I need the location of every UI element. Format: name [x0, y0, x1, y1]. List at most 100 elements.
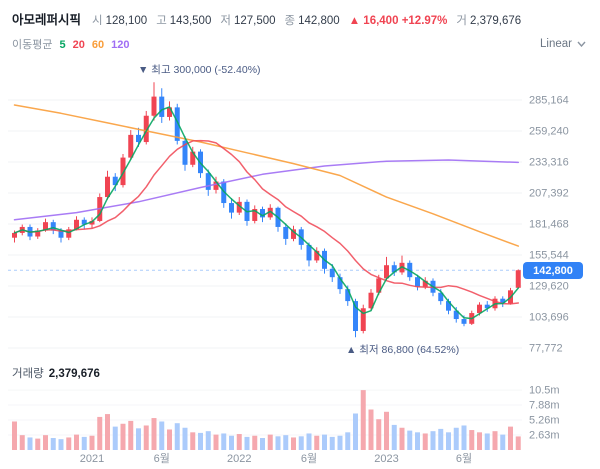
- volume-bar: [337, 435, 343, 450]
- candle-body: [477, 304, 482, 314]
- volume-bar: [306, 433, 312, 450]
- volume-bar: [275, 436, 281, 450]
- candle-body: [260, 209, 265, 218]
- volume-bar: [314, 435, 320, 450]
- price-axis-label: 129,620: [529, 281, 569, 293]
- candle-body: [74, 219, 79, 230]
- volume-bar: [151, 418, 157, 450]
- volume-bar: [461, 425, 467, 450]
- scale-selector-dropdown[interactable]: Linear: [540, 38, 586, 50]
- volume-bar: [345, 432, 351, 450]
- candle-body: [415, 277, 420, 287]
- volume-bar: [205, 431, 211, 450]
- volume-bar: [236, 434, 242, 450]
- ma-legend-label: 이동평균: [12, 39, 53, 51]
- candle-body: [283, 226, 289, 239]
- quote-low: 저 127,500: [220, 15, 276, 27]
- candle-body: [329, 268, 335, 278]
- candle-body: [136, 134, 141, 143]
- candle-body: [81, 219, 87, 225]
- volume-bar: [97, 416, 103, 450]
- volume-bar: [477, 432, 482, 450]
- current-price-badge: 142,800: [523, 262, 583, 279]
- price-axis-label: 181,468: [529, 219, 569, 231]
- x-axis-label: 6월: [154, 452, 170, 465]
- volume-bar: [43, 435, 48, 450]
- volume-bar: [81, 436, 87, 450]
- volume-bar: [12, 421, 17, 450]
- volume-bar: [50, 438, 56, 450]
- volume-bar: [407, 430, 413, 450]
- candle-body: [50, 222, 56, 231]
- volume-bar: [260, 438, 265, 450]
- ma120-line: [13, 159, 520, 221]
- volume-bar: [58, 439, 64, 450]
- volume-bar: [438, 428, 444, 450]
- volume-bar: [430, 431, 436, 450]
- candle-body: [43, 222, 48, 231]
- volume-bar: [399, 427, 405, 450]
- candle-body: [159, 96, 165, 117]
- price-axis-label: 103,696: [529, 312, 569, 324]
- candle-body: [446, 301, 451, 311]
- volume-bar: [283, 435, 289, 450]
- candle-body: [267, 207, 273, 218]
- volume-bar: [492, 431, 498, 450]
- candle-body: [213, 181, 219, 190]
- candle-body: [89, 220, 95, 225]
- price-axis-label: 155,544: [529, 250, 569, 262]
- ma-legend-120[interactable]: 120: [111, 39, 130, 51]
- candle-body: [384, 265, 389, 279]
- x-axis-label: 2023: [374, 453, 398, 465]
- volume-bar: [368, 409, 374, 450]
- quote-turnover: 거 2,379,676: [456, 15, 522, 27]
- volume-bar: [322, 434, 327, 450]
- candle-body: [306, 244, 312, 261]
- volume-bar: [376, 419, 382, 450]
- ma60-line: [13, 104, 520, 247]
- volume-bar: [291, 437, 296, 450]
- ma-legend-5[interactable]: 5: [59, 39, 66, 51]
- candle-body: [236, 201, 242, 213]
- volume-bar: [422, 433, 428, 450]
- volume-bar: [112, 426, 118, 450]
- ma-legend-20[interactable]: 20: [72, 39, 85, 51]
- volume-bar: [453, 427, 459, 450]
- price-axis-label: 77,772: [529, 343, 563, 355]
- candle-body: [190, 151, 196, 165]
- quote-close: 종 142,800: [284, 15, 340, 27]
- volume-bar: [182, 427, 188, 450]
- candle-body: [484, 304, 490, 309]
- candle-body: [252, 209, 258, 221]
- price-axis-label: 233,316: [529, 157, 569, 169]
- volume-bar: [360, 390, 366, 450]
- volume-bar: [469, 430, 475, 450]
- volume-bar: [198, 432, 203, 450]
- quote-header: 아모레퍼시픽 시 128,100 고 143,500 저 127,500 종 142,8…: [12, 9, 521, 28]
- volume-bar: [252, 435, 258, 450]
- price-volume-chart[interactable]: 285,164 259,240 233,316 207,392 181,468 155,5…: [0, 60, 600, 469]
- volume-bar: [384, 411, 389, 450]
- volume-bar: [120, 423, 126, 450]
- volume-bar: [143, 425, 149, 450]
- candle-body: [353, 301, 358, 331]
- volume-bar: [27, 437, 33, 450]
- candle-body: [461, 319, 467, 324]
- candles-group: [12, 82, 521, 338]
- scale-selector-label: Linear: [540, 38, 572, 50]
- change-arrow-icon: ▲: [348, 15, 361, 27]
- ma5-line: [13, 106, 520, 320]
- volume-bar: [105, 414, 110, 450]
- candle-body: [314, 250, 320, 261]
- volume-value: 2,379,676: [48, 368, 100, 380]
- volume-bar: [174, 423, 180, 450]
- candle-body: [128, 134, 134, 158]
- ma-legend: 이동평균 5 20 60 120: [12, 36, 129, 52]
- candle-body: [422, 280, 428, 287]
- ma-legend-60[interactable]: 60: [91, 39, 105, 51]
- volume-bar: [353, 413, 358, 450]
- volume-bar: [508, 426, 513, 450]
- quote-high: 고 143,500: [156, 15, 212, 27]
- candle-body: [58, 230, 64, 238]
